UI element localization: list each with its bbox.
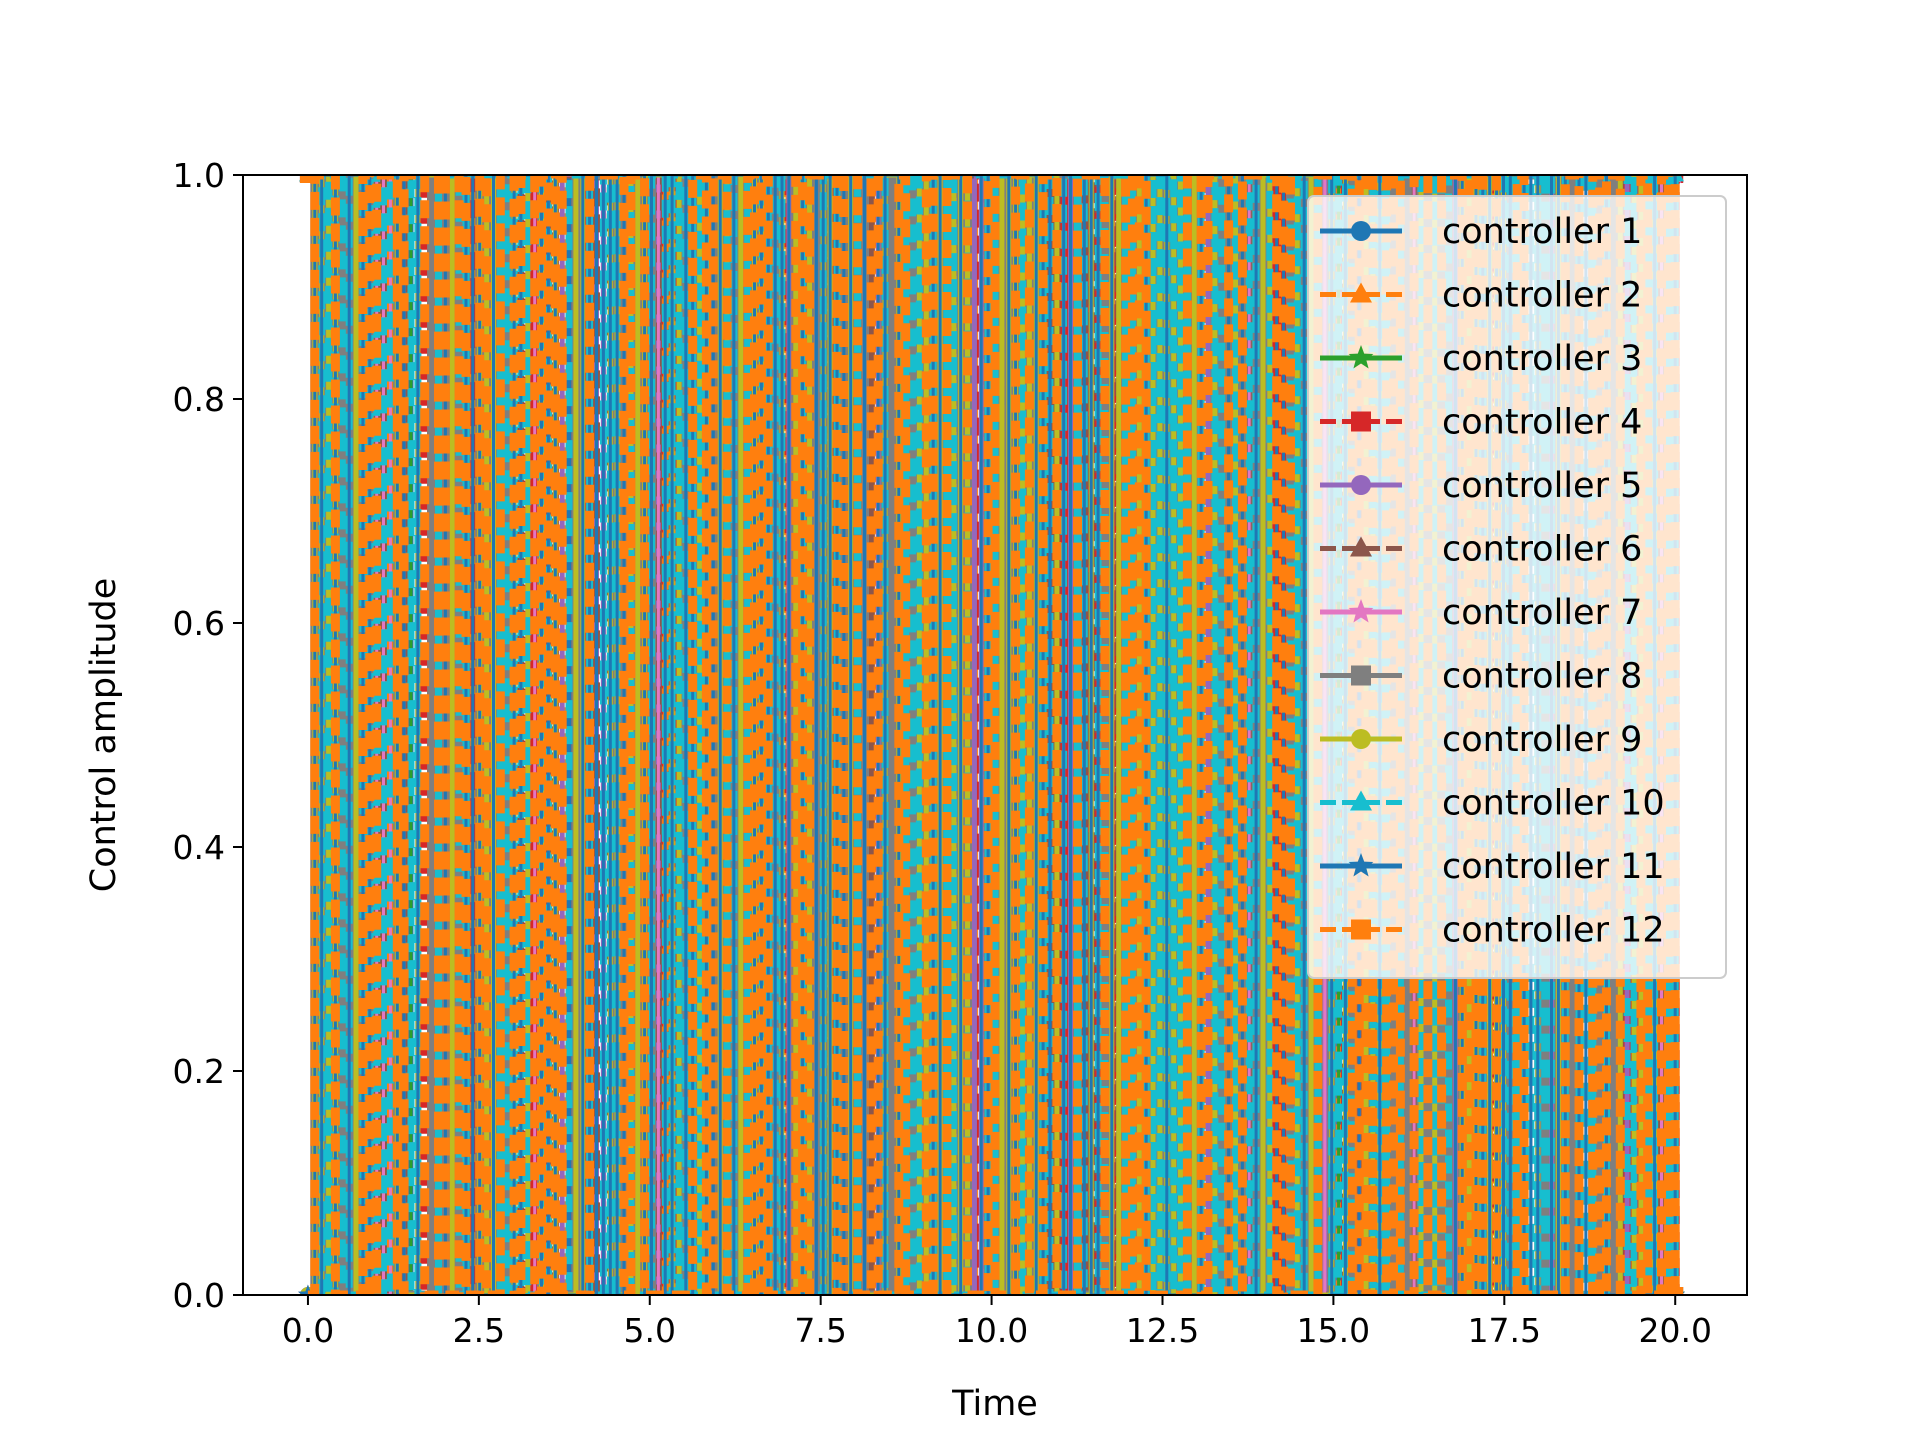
legend-label: controller 1 — [1442, 212, 1642, 252]
legend-marker — [1350, 282, 1372, 303]
legend-label: controller 12 — [1442, 911, 1665, 951]
legend-label: controller 7 — [1442, 593, 1642, 633]
legend-entry: controller 4 — [1320, 403, 1642, 443]
legend-label: controller 8 — [1442, 657, 1642, 697]
y-tick-label: 0.6 — [173, 604, 225, 643]
legend-entry: controller 8 — [1320, 657, 1642, 697]
legend-label: controller 3 — [1442, 339, 1642, 379]
legend-entry: controller 5 — [1320, 466, 1642, 506]
legend-entry: controller 10 — [1320, 784, 1665, 824]
x-tick-label: 0.0 — [282, 1311, 334, 1350]
y-axis: 0.0 0.2 0.4 0.6 0.8 1.0 — [173, 156, 243, 1315]
y-tick-label: 0.8 — [173, 380, 225, 419]
legend-marker — [1351, 221, 1371, 241]
y-tick-label: 0.0 — [173, 1276, 225, 1315]
legend-marker — [1351, 411, 1371, 432]
x-tick-label: 7.5 — [794, 1311, 846, 1350]
legend-label: controller 4 — [1442, 403, 1642, 443]
series-marker — [299, 175, 316, 183]
x-tick-label: 5.0 — [624, 1311, 676, 1350]
x-axis-label: Time — [951, 1384, 1038, 1424]
legend-marker — [1351, 729, 1371, 749]
legend-entry: controller 1 — [1320, 212, 1642, 252]
y-axis-label: Control amplitude — [84, 578, 124, 893]
legend: controller 1 controller 2 controller 3 cont… — [1307, 195, 1727, 979]
y-tick-label: 0.2 — [173, 1052, 225, 1091]
x-tick-label: 17.5 — [1468, 1311, 1541, 1350]
legend-marker — [1351, 919, 1371, 940]
plot-frame — [242, 174, 1748, 1296]
legend-label: controller 11 — [1442, 847, 1665, 887]
legend-label: controller 9 — [1442, 720, 1642, 760]
legend-entry: controller 3 — [1320, 339, 1642, 379]
x-tick-label: 20.0 — [1638, 1311, 1711, 1350]
y-tick-label: 0.4 — [173, 828, 225, 867]
legend-entry: controller 12 — [1320, 911, 1665, 951]
series-12 — [299, 175, 1684, 1295]
legend-entry: controller 7 — [1320, 593, 1642, 633]
legend-marker — [1348, 599, 1374, 623]
x-tick-label: 12.5 — [1126, 1311, 1199, 1350]
legend-entry: controller 6 — [1320, 530, 1642, 570]
x-axis: 0.0 2.5 5.0 7.5 10.0 12.5 15.0 17.5 20.0 — [282, 1295, 1712, 1350]
legend-entry: controller 9 — [1320, 720, 1642, 760]
legend-label: controller 2 — [1442, 276, 1642, 316]
x-tick-label: 10.0 — [955, 1311, 1028, 1350]
legend-label: controller 6 — [1442, 530, 1642, 570]
legend-marker — [1350, 790, 1372, 811]
legend-marker — [1348, 345, 1374, 369]
legend-marker — [1351, 475, 1371, 495]
legend-frame — [1307, 195, 1727, 979]
legend-marker — [1348, 853, 1374, 877]
legend-marker — [1351, 665, 1371, 686]
legend-label: controller 5 — [1442, 466, 1642, 506]
y-tick-label: 1.0 — [173, 156, 225, 195]
series-marker — [1667, 1287, 1684, 1295]
x-tick-label: 15.0 — [1297, 1311, 1370, 1350]
x-tick-label: 2.5 — [453, 1311, 505, 1350]
legend-entry: controller 11 — [1320, 847, 1665, 887]
legend-entry: controller 2 — [1320, 276, 1642, 316]
legend-label: controller 10 — [1442, 784, 1665, 824]
legend-marker — [1350, 536, 1372, 557]
